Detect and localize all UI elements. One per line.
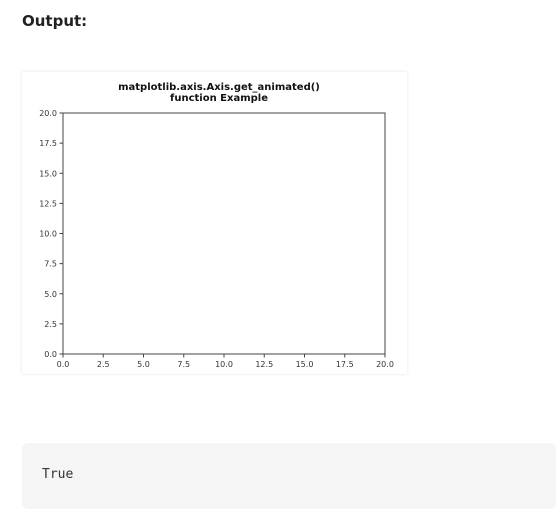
chart: matplotlib.axis.Axis.get_animated() func… xyxy=(39,82,394,369)
y-tick-label: 2.5 xyxy=(44,320,57,329)
y-tick-label: 5.0 xyxy=(44,290,57,299)
output-text: True xyxy=(42,467,74,482)
y-axis: 0.0 2.5 5.0 7.5 10.0 12.5 15.0 17.5 20.0 xyxy=(39,109,63,359)
output-box: True xyxy=(22,443,556,509)
y-tick-label: 0.0 xyxy=(44,350,57,359)
figure-card: matplotlib.axis.Axis.get_animated() func… xyxy=(22,72,407,374)
y-tick-label: 10.0 xyxy=(39,230,57,239)
y-tick-label: 20.0 xyxy=(39,109,57,118)
x-tick-label: 5.0 xyxy=(137,360,150,369)
chart-title-line-1: matplotlib.axis.Axis.get_animated() xyxy=(118,82,320,93)
x-tick-label: 10.0 xyxy=(215,360,233,369)
y-tick-label: 15.0 xyxy=(39,169,57,178)
x-axis: 0.0 2.5 5.0 7.5 10.0 12.5 15.0 17.5 20.0 xyxy=(57,354,394,369)
y-tick-label: 12.5 xyxy=(39,199,57,208)
x-tick-label: 20.0 xyxy=(376,360,394,369)
x-tick-label: 2.5 xyxy=(97,360,110,369)
x-tick-label: 15.0 xyxy=(296,360,314,369)
x-tick-label: 17.5 xyxy=(336,360,354,369)
y-tick-label: 17.5 xyxy=(39,139,57,148)
x-tick-label: 12.5 xyxy=(255,360,273,369)
plot-area xyxy=(62,112,386,355)
output-heading: Output: xyxy=(22,12,88,30)
y-tick-label: 7.5 xyxy=(44,260,57,269)
chart-title-line-2: function Example xyxy=(170,93,268,104)
x-tick-label: 0.0 xyxy=(57,360,70,369)
x-tick-label: 7.5 xyxy=(177,360,190,369)
